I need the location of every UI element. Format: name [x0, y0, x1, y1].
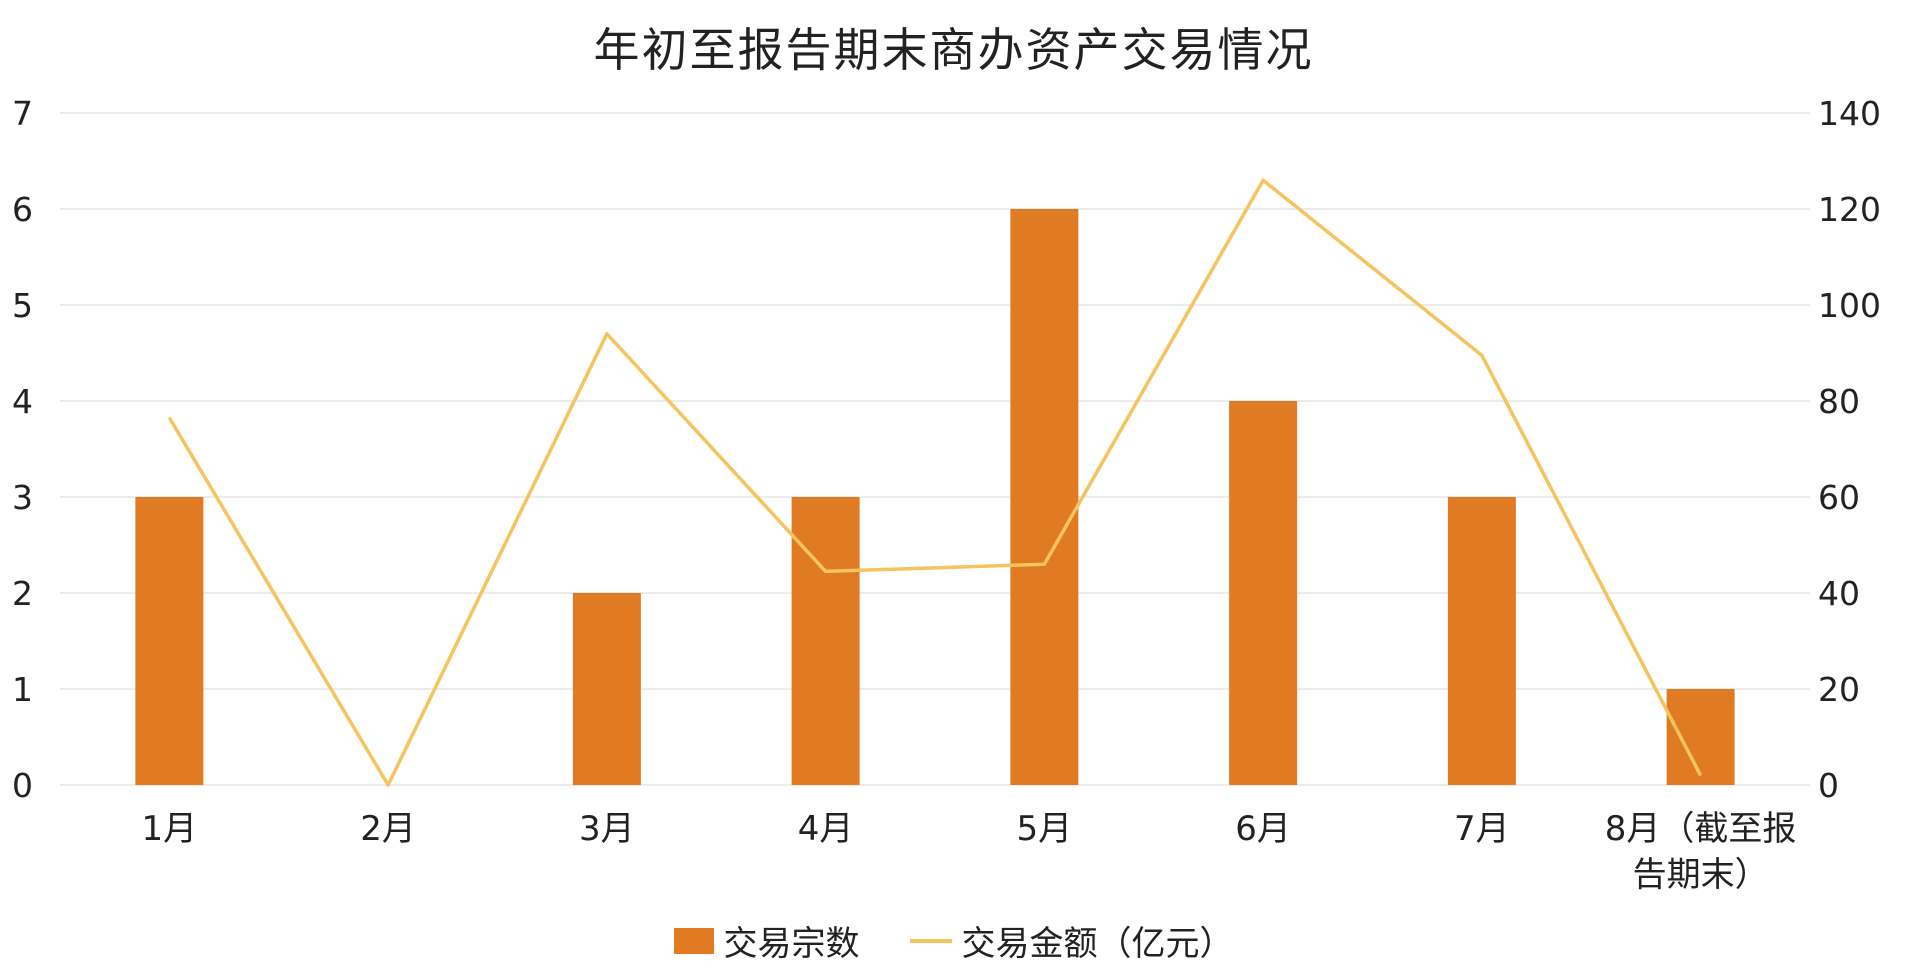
x-axis-tick-label-line: 2月	[360, 809, 416, 849]
x-axis-tick-label: 6月	[1235, 809, 1291, 849]
right-axis: 0 20 40 60 80 100 120 140	[1818, 94, 1881, 805]
left-axis-tick-label: 7	[12, 94, 33, 133]
x-axis-tick-label: 1月	[142, 809, 198, 849]
x-axis: 1月 2月 3月 4月 5月 6月 7月 8月（截至报告期末）	[142, 809, 1797, 895]
x-axis-tick-label-line: 1月	[142, 809, 198, 849]
bar	[1010, 209, 1079, 785]
line-path	[167, 178, 1703, 787]
bar	[1666, 689, 1735, 785]
x-axis-tick-label: 4月	[798, 809, 854, 849]
x-axis-tick-label: 7月	[1454, 809, 1510, 849]
legend-line-swatch	[909, 938, 952, 943]
line-point	[825, 570, 827, 572]
legend-label-bars: 交易宗数	[723, 924, 860, 964]
grid-lines	[60, 112, 1810, 786]
left-axis-tick-label: 1	[12, 670, 33, 709]
bar	[572, 593, 641, 785]
line-point	[1262, 179, 1264, 181]
left-axis-tick-label: 2	[12, 574, 33, 613]
left-axis-tick-label: 0	[12, 766, 33, 805]
legend-bar-swatch	[673, 927, 714, 954]
line-point	[1043, 563, 1045, 565]
left-axis-tick-label: 3	[12, 478, 33, 517]
x-axis-tick-label: 8月（截至报告期末）	[1605, 809, 1797, 895]
right-axis-tick-label: 100	[1818, 286, 1881, 325]
bar	[1229, 401, 1298, 785]
right-axis-tick-label: 140	[1818, 94, 1881, 133]
chart-title: 年初至报告期末商办资产交易情况	[593, 23, 1314, 77]
legend: 交易宗数 交易金额（亿元）	[0, 916, 1907, 965]
x-axis-tick-label: 5月	[1017, 809, 1073, 849]
legend-item-bars: 交易宗数	[673, 916, 860, 965]
left-axis-tick-label: 6	[12, 190, 33, 229]
bar-series	[135, 209, 1735, 785]
right-axis-tick-label: 60	[1818, 478, 1860, 517]
line-point	[168, 417, 170, 419]
x-axis-tick-label-line: 告期末）	[1633, 855, 1769, 895]
right-axis-tick-label: 0	[1818, 766, 1839, 805]
line-point	[387, 784, 389, 786]
bar	[791, 497, 860, 785]
right-axis-tick-label: 20	[1818, 670, 1860, 709]
right-axis-tick-label: 80	[1818, 382, 1860, 421]
line-point	[1700, 774, 1702, 776]
x-axis-tick-label-line: 4月	[798, 809, 854, 849]
legend-label-line: 交易金额（亿元）	[961, 924, 1234, 964]
bar	[1447, 497, 1516, 785]
x-axis-tick-label: 3月	[579, 809, 635, 849]
x-axis-tick-label-line: 3月	[579, 809, 635, 849]
right-axis-tick-label: 40	[1818, 574, 1860, 613]
x-axis-tick-label-line: 8月（截至报	[1605, 809, 1797, 849]
x-axis-tick-label-line: 6月	[1235, 809, 1291, 849]
bar	[135, 497, 204, 785]
line-point	[606, 333, 608, 335]
left-axis-tick-label: 4	[12, 382, 33, 421]
right-axis-tick-label: 120	[1818, 190, 1881, 229]
x-axis-tick-label-line: 5月	[1017, 809, 1073, 849]
left-axis: 0 1 2 3 4 5 6 7	[12, 94, 33, 805]
legend-item-line: 交易金额（亿元）	[909, 916, 1234, 965]
left-axis-tick-label: 5	[12, 286, 33, 325]
x-axis-tick-label: 2月	[360, 809, 416, 849]
line-series	[167, 178, 1703, 787]
line-point	[1481, 354, 1483, 356]
x-axis-tick-label-line: 7月	[1454, 809, 1510, 849]
